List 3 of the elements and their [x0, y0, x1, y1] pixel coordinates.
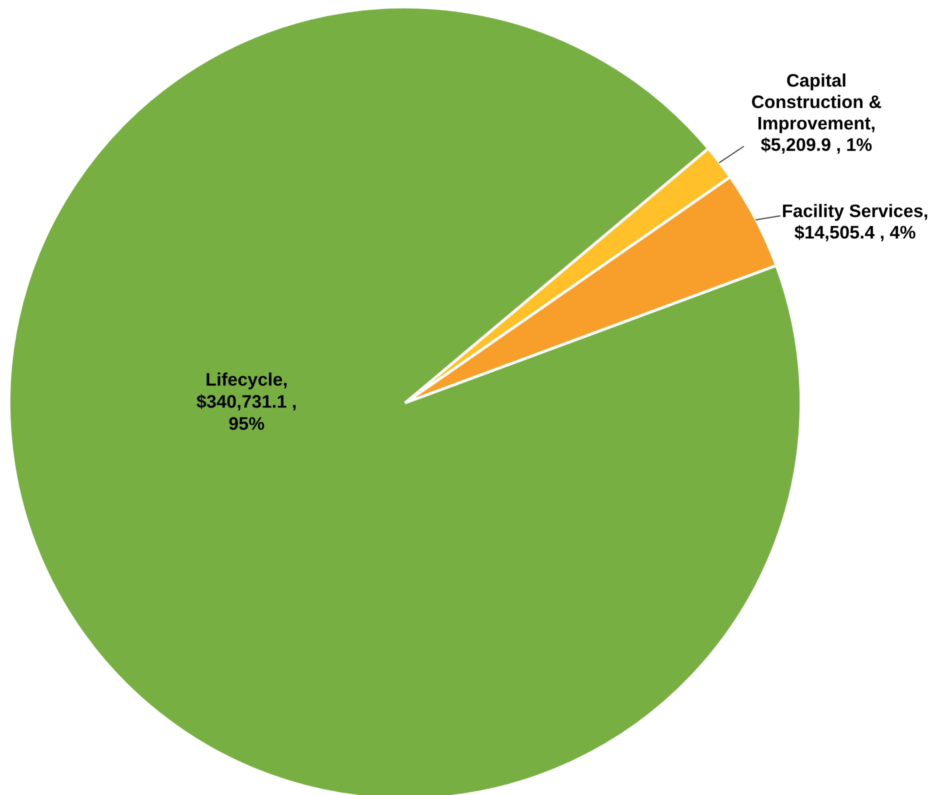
slice-label: Facility Services, $14,505.4 , 4% [783, 204, 928, 242]
slice-label: Capital Construction & Improvement, $5,209.9 , 1% [752, 74, 882, 154]
slice-label: Lifecycle, $340,731.1 , 95% [196, 372, 296, 430]
